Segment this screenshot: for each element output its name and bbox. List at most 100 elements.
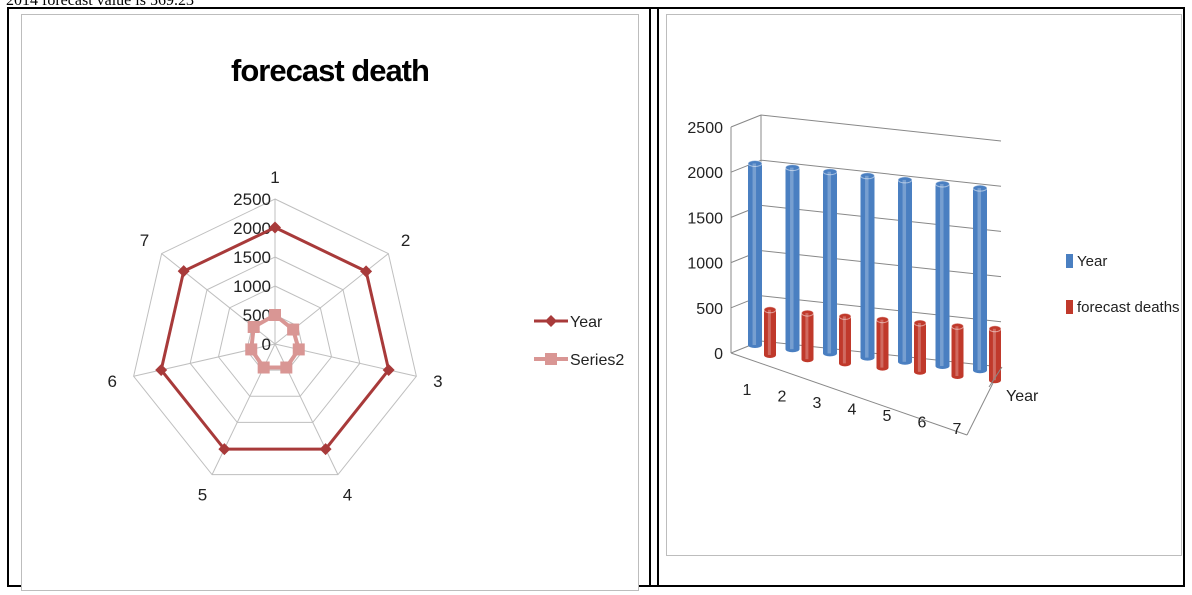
bar-y-tick-label: 1000 [687, 256, 723, 273]
bar-floor-front [730, 352, 968, 436]
bar-year-base [748, 342, 762, 348]
bar-forecast-base [876, 364, 889, 371]
bar-chart-area: 0 500 1000 1500 2000 2500 1 2 3 4 5 6 7 Year Year for… [666, 14, 1182, 556]
bar-year-highlight [977, 188, 982, 371]
bar-year-body [823, 171, 837, 354]
bar-forecast [763, 306, 777, 358]
bar-forecast-body [989, 328, 1001, 381]
bar-forecast-highlight [842, 316, 846, 364]
bar-forecast-highlight [805, 313, 809, 360]
bar-legend: Year forecast deaths [1066, 253, 1180, 316]
bar-year-highlight [902, 179, 907, 362]
bar-year-top [822, 168, 838, 176]
bar-forecast [838, 312, 852, 367]
bar-forecast-base [764, 352, 776, 358]
radar-grid [133, 198, 417, 476]
radar-tick-label: 1500 [233, 248, 271, 267]
radar-point-marker [280, 361, 293, 374]
bar-forecast-base [801, 356, 814, 363]
bar-year-top [747, 159, 763, 167]
bar-gridline-left [730, 114, 762, 128]
bar-forecast-body [914, 322, 926, 372]
bar-x-tick-label: 5 [883, 408, 892, 425]
bar-y-tick-label: 500 [696, 301, 723, 318]
bar-y-tick-label: 0 [714, 346, 723, 363]
radar-point-marker [382, 363, 395, 376]
bar-forecast-highlight [767, 309, 771, 355]
radar-category-label: 6 [107, 372, 116, 391]
bar-year [747, 159, 763, 348]
radar-point-marker [292, 343, 305, 356]
bar-year-body [860, 175, 875, 358]
legend-label: Year [1077, 253, 1107, 270]
bar-forecast-highlight [880, 319, 884, 368]
bar-x-tick-label: 3 [813, 395, 822, 412]
bar-forecast-top [988, 325, 1002, 333]
bar-year-base [973, 367, 987, 374]
bar-y-tick-label: 2500 [687, 120, 723, 137]
legend-label: Series2 [570, 352, 624, 369]
bar-year [785, 164, 800, 353]
bar-forecast-highlight [917, 322, 921, 372]
bar-forecast-base [839, 360, 851, 367]
bar-year-base [860, 354, 875, 361]
radar-category-label: 1 [270, 168, 279, 187]
radar-tick-label: 2000 [233, 219, 271, 238]
radar-category-label: 7 [140, 231, 149, 250]
bar-depth-axis-line [988, 366, 1003, 388]
bar-year [860, 172, 875, 361]
bar-year-base [898, 358, 912, 365]
bar-gridline [760, 114, 1002, 142]
bar-y-tick-label: 2000 [687, 165, 723, 182]
radar-legend: Year Series2 [534, 314, 624, 369]
bar-x-tick-label: 1 [743, 382, 752, 399]
radar-point-marker [247, 321, 260, 334]
radar-point-marker [177, 265, 190, 278]
bar-year-base [785, 346, 800, 353]
bar-forecast [876, 316, 889, 371]
bar-x-tick-label: 4 [848, 402, 857, 419]
radar-point-marker [319, 443, 332, 456]
bar-year-highlight [940, 184, 944, 366]
radar-point-marker [218, 443, 231, 456]
bar-forecast [801, 309, 814, 363]
legend-swatch [1066, 300, 1073, 314]
bar-gridline [760, 250, 1002, 278]
bar-depth-axis-label: Year [1006, 388, 1039, 405]
radar-point-marker [257, 361, 270, 374]
radar-point-marker [155, 363, 168, 376]
bar-forecast [988, 325, 1002, 384]
bar-year-base [823, 350, 837, 357]
bar-forecast-top [951, 322, 964, 330]
bar-year-top [972, 184, 988, 192]
radar-category-label: 2 [401, 231, 410, 250]
bar-year-highlight [827, 171, 832, 354]
radar-category-label: 4 [343, 485, 352, 504]
bar-year [897, 176, 913, 365]
bar-forecast-top [801, 309, 814, 317]
legend-swatch [1066, 254, 1073, 268]
bar-forecast-highlight [955, 326, 959, 376]
chart-title: forecast death [231, 53, 429, 88]
bar-forecast-body [801, 313, 814, 360]
bar-gridline [760, 295, 1002, 323]
bar-forecast-top [763, 306, 777, 314]
bar-year-body [785, 167, 800, 350]
radar-point-marker [287, 323, 300, 336]
bar-gridline [760, 159, 1002, 187]
bar-chart: 0 500 1000 1500 2000 2500 1 2 3 4 5 6 7 Year Year for… [687, 114, 1180, 438]
bar-forecast-base [951, 373, 964, 379]
legend-label: forecast deaths [1077, 299, 1180, 316]
bar-forecast-body [951, 326, 964, 376]
bar-year-body [748, 163, 762, 345]
bar-year-top [897, 176, 913, 184]
radar-series-group [155, 221, 395, 456]
bar-year [822, 168, 838, 357]
bar-forecast-base [914, 368, 926, 375]
bar-forecast-top [838, 312, 852, 320]
radar-category-label: 5 [198, 485, 207, 504]
bar-year-body [935, 184, 950, 366]
